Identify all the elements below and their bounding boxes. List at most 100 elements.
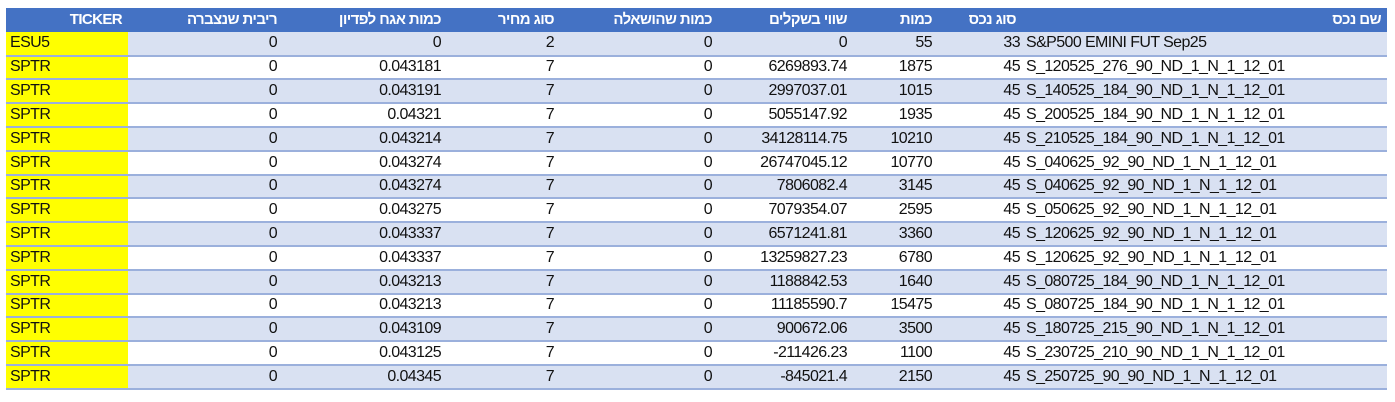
cell-asset-type[interactable]: 45 bbox=[938, 55, 1022, 81]
cell-quantity[interactable]: 6780 bbox=[853, 245, 938, 271]
cell-lent-qty[interactable]: 0 bbox=[560, 126, 718, 152]
cell-bond-qty-to-redemption[interactable]: 0.043337 bbox=[283, 245, 447, 271]
table-row[interactable]: SPTR 0 0.043213 7 0 11185590.7 15475 45 S_080725… bbox=[6, 293, 1387, 319]
cell-asset-name[interactable]: S_120625_92_90_ND_1_N_1_12_01 bbox=[1022, 245, 1387, 271]
cell-bond-qty-to-redemption[interactable]: 0.043213 bbox=[283, 293, 447, 319]
cell-value-ils[interactable]: 34128114.75 bbox=[718, 126, 853, 152]
cell-quantity[interactable]: 10210 bbox=[853, 126, 938, 152]
cell-asset-name[interactable]: S_250725_90_90_ND_1_N_1_12_01 bbox=[1022, 364, 1387, 390]
cell-asset-name[interactable]: S_120625_92_90_ND_1_N_1_12_01 bbox=[1022, 222, 1387, 247]
cell-price-type[interactable]: 7 bbox=[447, 174, 560, 200]
cell-bond-qty-to-redemption[interactable]: 0.043214 bbox=[283, 126, 447, 152]
cell-asset-name[interactable]: S_140525_184_90_ND_1_N_1_12_01 bbox=[1022, 79, 1387, 105]
cell-accrued-interest[interactable]: 0 bbox=[128, 31, 283, 57]
cell-price-type[interactable]: 7 bbox=[447, 150, 560, 176]
cell-ticker[interactable]: ESU5 bbox=[6, 31, 128, 57]
cell-ticker[interactable]: SPTR bbox=[6, 198, 128, 224]
cell-ticker[interactable]: SPTR bbox=[6, 317, 128, 343]
table-row[interactable]: ESU5 0 0 2 0 0 55 33 S&P500 EMINI FUT Sep25 bbox=[6, 31, 1387, 57]
cell-lent-qty[interactable]: 0 bbox=[560, 31, 718, 57]
cell-accrued-interest[interactable]: 0 bbox=[128, 198, 283, 224]
cell-value-ils[interactable]: 26747045.12 bbox=[718, 150, 853, 176]
cell-bond-qty-to-redemption[interactable]: 0.043213 bbox=[283, 269, 447, 295]
cell-lent-qty[interactable]: 0 bbox=[560, 293, 718, 319]
cell-asset-name[interactable]: S_230725_210_90_ND_1_N_1_12_01 bbox=[1022, 341, 1387, 366]
cell-quantity[interactable]: 2150 bbox=[853, 364, 938, 390]
cell-asset-type[interactable]: 45 bbox=[938, 103, 1022, 128]
cell-asset-name[interactable]: S_040625_92_90_ND_1_N_1_12_01 bbox=[1022, 150, 1387, 176]
cell-asset-name[interactable]: S_200525_184_90_ND_1_N_1_12_01 bbox=[1022, 103, 1387, 128]
cell-price-type[interactable]: 7 bbox=[447, 245, 560, 271]
cell-accrued-interest[interactable]: 0 bbox=[128, 222, 283, 247]
cell-quantity[interactable]: 15475 bbox=[853, 293, 938, 319]
cell-value-ils[interactable]: 5055147.92 bbox=[718, 103, 853, 128]
cell-asset-type[interactable]: 45 bbox=[938, 79, 1022, 105]
cell-value-ils[interactable]: -211426.23 bbox=[718, 341, 853, 366]
table-row[interactable]: SPTR 0 0.04345 7 0 -845021.4 2150 45 S_250725_90… bbox=[6, 364, 1387, 390]
column-header-quantity[interactable]: כמות bbox=[853, 8, 938, 32]
table-row[interactable]: SPTR 0 0.043181 7 0 6269893.74 1875 45 S_120525_… bbox=[6, 55, 1387, 81]
cell-value-ils[interactable]: 7079354.07 bbox=[718, 198, 853, 224]
cell-lent-qty[interactable]: 0 bbox=[560, 79, 718, 105]
cell-price-type[interactable]: 7 bbox=[447, 269, 560, 295]
column-header-ticker[interactable]: TICKER bbox=[6, 8, 128, 32]
cell-ticker[interactable]: SPTR bbox=[6, 222, 128, 247]
cell-quantity[interactable]: 1640 bbox=[853, 269, 938, 295]
column-header-asset-name[interactable]: שם נכס bbox=[1022, 8, 1387, 32]
cell-bond-qty-to-redemption[interactable]: 0.043191 bbox=[283, 79, 447, 105]
table-row[interactable]: SPTR 0 0.043337 7 0 13259827.23 6780 45 S_120625… bbox=[6, 245, 1387, 271]
cell-lent-qty[interactable]: 0 bbox=[560, 341, 718, 366]
cell-quantity[interactable]: 3500 bbox=[853, 317, 938, 343]
cell-price-type[interactable]: 7 bbox=[447, 103, 560, 128]
table-row[interactable]: SPTR 0 0.043274 7 0 26747045.12 10770 45 S_04062… bbox=[6, 150, 1387, 176]
cell-asset-type[interactable]: 45 bbox=[938, 174, 1022, 200]
cell-value-ils[interactable]: 1188842.53 bbox=[718, 269, 853, 295]
cell-lent-qty[interactable]: 0 bbox=[560, 198, 718, 224]
table-row[interactable]: SPTR 0 0.043337 7 0 6571241.81 3360 45 S_120625_… bbox=[6, 222, 1387, 247]
cell-ticker[interactable]: SPTR bbox=[6, 79, 128, 105]
cell-price-type[interactable]: 7 bbox=[447, 79, 560, 105]
cell-quantity[interactable]: 1875 bbox=[853, 55, 938, 81]
column-header-asset-type[interactable]: סוג נכס bbox=[938, 8, 1022, 32]
cell-asset-name[interactable]: S_120525_276_90_ND_1_N_1_12_01 bbox=[1022, 55, 1387, 81]
cell-ticker[interactable]: SPTR bbox=[6, 150, 128, 176]
cell-asset-name[interactable]: S_040625_92_90_ND_1_N_1_12_01 bbox=[1022, 174, 1387, 200]
cell-accrued-interest[interactable]: 0 bbox=[128, 174, 283, 200]
cell-asset-type[interactable]: 45 bbox=[938, 126, 1022, 152]
column-header-lent-qty[interactable]: כמות שהושאלה bbox=[560, 8, 718, 32]
cell-bond-qty-to-redemption[interactable]: 0.043337 bbox=[283, 222, 447, 247]
cell-asset-type[interactable]: 45 bbox=[938, 341, 1022, 366]
cell-asset-name[interactable]: S&P500 EMINI FUT Sep25 bbox=[1022, 31, 1387, 57]
cell-ticker[interactable]: SPTR bbox=[6, 245, 128, 271]
cell-price-type[interactable]: 2 bbox=[447, 31, 560, 57]
cell-quantity[interactable]: 1015 bbox=[853, 79, 938, 105]
cell-bond-qty-to-redemption[interactable]: 0.043274 bbox=[283, 174, 447, 200]
column-header-price-type[interactable]: סוג מחיר bbox=[447, 8, 560, 32]
cell-quantity[interactable]: 3145 bbox=[853, 174, 938, 200]
cell-asset-name[interactable]: S_080725_184_90_ND_1_N_1_12_01 bbox=[1022, 293, 1387, 319]
table-row[interactable]: SPTR 0 0.043191 7 0 2997037.01 1015 45 S_140525_… bbox=[6, 79, 1387, 105]
cell-asset-type[interactable]: 45 bbox=[938, 293, 1022, 319]
cell-accrued-interest[interactable]: 0 bbox=[128, 317, 283, 343]
cell-ticker[interactable]: SPTR bbox=[6, 341, 128, 366]
cell-quantity[interactable]: 1935 bbox=[853, 103, 938, 128]
table-row[interactable]: SPTR 0 0.043125 7 0 -211426.23 1100 45 S_230725_… bbox=[6, 341, 1387, 366]
cell-lent-qty[interactable]: 0 bbox=[560, 364, 718, 390]
cell-lent-qty[interactable]: 0 bbox=[560, 174, 718, 200]
cell-ticker[interactable]: SPTR bbox=[6, 364, 128, 390]
cell-price-type[interactable]: 7 bbox=[447, 317, 560, 343]
cell-value-ils[interactable]: 11185590.7 bbox=[718, 293, 853, 319]
cell-price-type[interactable]: 7 bbox=[447, 364, 560, 390]
cell-price-type[interactable]: 7 bbox=[447, 126, 560, 152]
cell-accrued-interest[interactable]: 0 bbox=[128, 245, 283, 271]
cell-price-type[interactable]: 7 bbox=[447, 341, 560, 366]
cell-quantity[interactable]: 3360 bbox=[853, 222, 938, 247]
cell-value-ils[interactable]: 13259827.23 bbox=[718, 245, 853, 271]
cell-ticker[interactable]: SPTR bbox=[6, 126, 128, 152]
cell-asset-type[interactable]: 45 bbox=[938, 222, 1022, 247]
cell-quantity[interactable]: 1100 bbox=[853, 341, 938, 366]
cell-accrued-interest[interactable]: 0 bbox=[128, 126, 283, 152]
cell-bond-qty-to-redemption[interactable]: 0.043109 bbox=[283, 317, 447, 343]
cell-lent-qty[interactable]: 0 bbox=[560, 317, 718, 343]
cell-accrued-interest[interactable]: 0 bbox=[128, 341, 283, 366]
